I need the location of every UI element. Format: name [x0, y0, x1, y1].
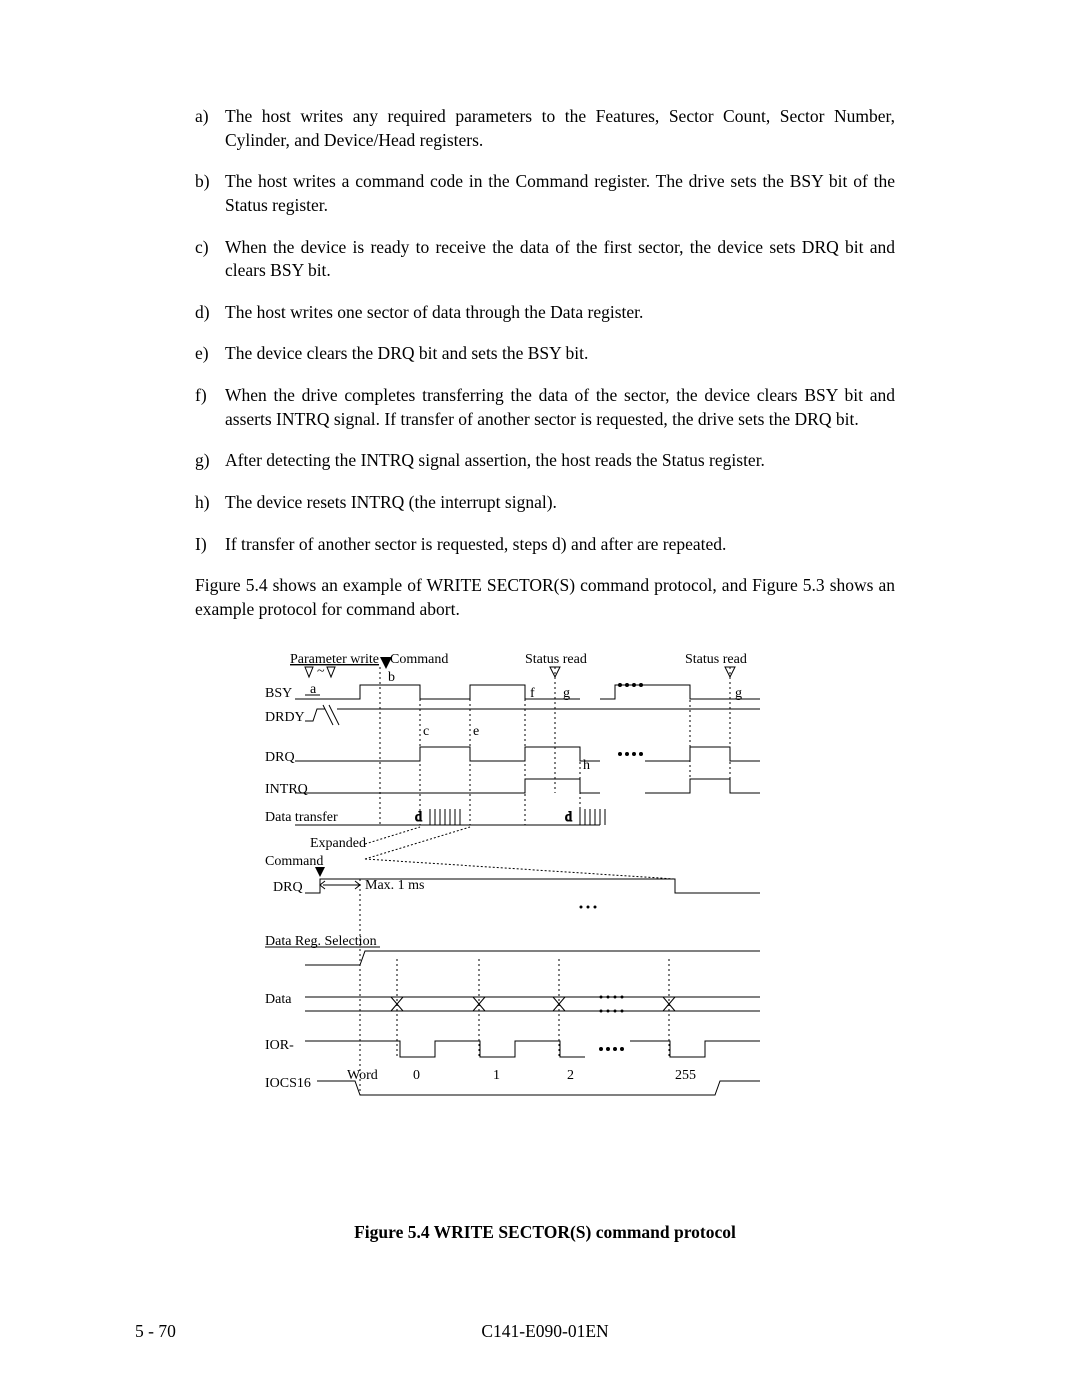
list-text: The host writes a command code in the Co…	[225, 170, 895, 217]
letter-g: g	[563, 686, 570, 701]
letter-e: e	[473, 724, 479, 739]
list-item: f)When the drive completes transferring …	[195, 384, 895, 431]
list-item: I)If transfer of another sector is reque…	[195, 533, 895, 557]
list-marker: f)	[195, 384, 225, 431]
svg-text:~: ~	[317, 664, 325, 679]
doc-id: C141-E090-01EN	[481, 1321, 608, 1342]
letter-c: c	[423, 724, 429, 739]
label-drq-2: DRQ	[273, 880, 303, 895]
letter-b: b	[388, 670, 395, 685]
list-marker: d)	[195, 301, 225, 325]
label-max: Max. 1 ms	[365, 878, 425, 893]
list-text: After detecting the INTRQ signal asserti…	[225, 449, 895, 473]
letter-h: h	[583, 758, 590, 773]
word-2: 2	[567, 1068, 574, 1083]
label-drq: DRQ	[265, 750, 295, 765]
page-footer: 5 - 70 C141-E090-01EN	[135, 1321, 955, 1342]
label-command: Command	[390, 652, 448, 667]
word-0: 0	[413, 1068, 420, 1083]
label-status-read: Status read	[525, 652, 587, 667]
label-data: Data	[265, 992, 292, 1007]
label-intrq: INTRQ	[265, 782, 308, 797]
list-marker: a)	[195, 105, 225, 152]
ordered-list: a)The host writes any required parameter…	[195, 105, 895, 556]
list-marker: c)	[195, 236, 225, 283]
label-iocs16: IOCS16	[265, 1076, 311, 1091]
label-command-2: Command	[265, 854, 323, 869]
list-item: g)After detecting the INTRQ signal asser…	[195, 449, 895, 473]
list-text: The device resets INTRQ (the interrupt s…	[225, 491, 895, 515]
paragraph: Figure 5.4 shows an example of WRITE SEC…	[195, 574, 895, 621]
word-255: 255	[675, 1068, 696, 1083]
list-item: c)When the device is ready to receive th…	[195, 236, 895, 283]
word-1: 1	[493, 1068, 500, 1083]
list-marker: g)	[195, 449, 225, 473]
list-text: The host writes any required parameters …	[225, 105, 895, 152]
list-text: The host writes one sector of data throu…	[225, 301, 895, 325]
list-text: If transfer of another sector is request…	[225, 533, 895, 557]
list-text: The device clears the DRQ bit and sets t…	[225, 342, 895, 366]
letter-d2: d	[565, 810, 572, 825]
label-bsy: BSY	[265, 686, 292, 701]
list-item: h)The device resets INTRQ (the interrupt…	[195, 491, 895, 515]
list-item: b)The host writes a command code in the …	[195, 170, 895, 217]
list-marker: e)	[195, 342, 225, 366]
list-marker: h)	[195, 491, 225, 515]
list-text: When the drive completes transferring th…	[225, 384, 895, 431]
timing-diagram: Parameter write Command Status read Stat…	[205, 649, 895, 1194]
list-marker: b)	[195, 170, 225, 217]
figure-caption: Figure 5.4 WRITE SECTOR(S) command proto…	[195, 1222, 895, 1243]
label-status-read-2: Status read	[685, 652, 747, 667]
list-text: When the device is ready to receive the …	[225, 236, 895, 283]
label-expanded: Expanded	[310, 836, 366, 851]
list-item: a)The host writes any required parameter…	[195, 105, 895, 152]
list-marker: I)	[195, 533, 225, 557]
page-number: 5 - 70	[135, 1321, 176, 1342]
letter-d: d	[415, 810, 422, 825]
label-data-transfer: Data transfer	[265, 810, 338, 825]
label-drdy: DRDY	[265, 710, 305, 725]
letter-g2: g	[735, 686, 742, 701]
letter-f: f	[530, 686, 535, 701]
list-item: e)The device clears the DRQ bit and sets…	[195, 342, 895, 366]
label-parameter-write: Parameter write	[290, 652, 379, 667]
label-ior: IOR-	[265, 1038, 294, 1053]
list-item: d)The host writes one sector of data thr…	[195, 301, 895, 325]
